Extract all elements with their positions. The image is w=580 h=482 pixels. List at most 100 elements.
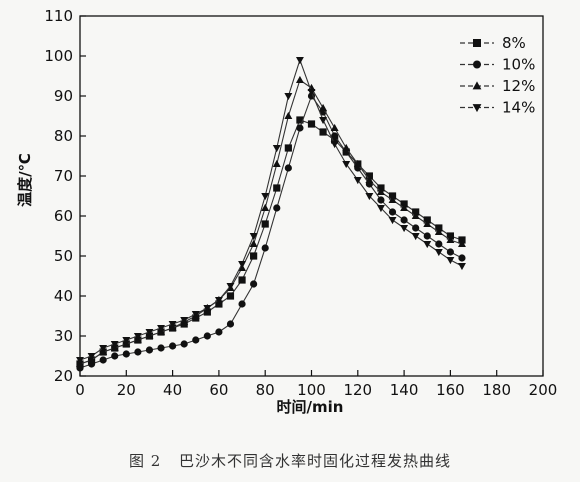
legend-label-3: 14% (502, 99, 535, 117)
series-1-point-8 (169, 342, 177, 350)
series-0-point-17 (273, 184, 281, 192)
series-0-point-13 (226, 292, 235, 300)
series-1-point-32 (446, 248, 454, 256)
series-3-point-33 (458, 262, 466, 271)
series-3-point-23 (342, 160, 351, 169)
series-1-point-30 (423, 232, 431, 240)
series-1-point-29 (412, 224, 420, 232)
series-1-point-11 (203, 332, 211, 340)
legend-marker-3 (472, 104, 482, 113)
series-2-point-16 (261, 203, 270, 212)
series-2-point-31 (434, 227, 443, 236)
figure-caption: 图 2 巴沙木不同含水率时固化过程发热曲线 (0, 450, 580, 471)
series-1-point-22 (331, 132, 339, 140)
series-1-point-13 (226, 320, 235, 328)
series-3-point-11 (203, 304, 212, 313)
x-tick-label-20: 20 (117, 381, 136, 399)
series-3-point-12 (214, 296, 223, 305)
x-tick-label-60: 60 (209, 381, 228, 399)
x-axis-title: 时间/min (277, 398, 344, 416)
series-1-point-26 (377, 196, 385, 204)
series-3-point-18 (284, 92, 293, 101)
legend-entry-2: 12% (460, 77, 535, 95)
series-0-point-16 (261, 220, 269, 228)
series-1-point-6 (145, 346, 154, 354)
series-0-point-20 (307, 120, 316, 128)
plot-frame (79, 15, 544, 377)
series-2-point-27 (388, 195, 397, 204)
series-line-2 (79, 79, 463, 365)
series-1-point-27 (388, 208, 397, 216)
series-3-point-15 (249, 232, 258, 241)
y-tick-label-20: 20 (54, 367, 73, 385)
series-3-point-27 (388, 216, 397, 225)
series-3-point-1 (87, 352, 96, 361)
series-3-point-0 (76, 356, 84, 365)
series-3-point-22 (330, 140, 339, 149)
series-3-point-6 (145, 328, 154, 337)
series-2-point-17 (272, 159, 281, 168)
series-line-0 (79, 119, 463, 365)
legend-marker-2 (472, 81, 482, 90)
series-3-point-19 (295, 56, 304, 65)
series-2-point-26 (376, 187, 385, 196)
series-3-point-32 (446, 256, 455, 265)
series-3-point-29 (411, 232, 420, 241)
series-2-point-21 (319, 103, 328, 112)
series-0-point-22 (331, 136, 339, 144)
series-3-point-7 (157, 324, 165, 333)
series-3-point-16 (261, 192, 270, 201)
series-2-point-15 (249, 239, 258, 248)
series-3-point-2 (99, 344, 108, 353)
series-1-point-15 (250, 280, 258, 288)
series-1-point-31 (435, 240, 443, 248)
series-1-point-18 (284, 164, 292, 172)
series-3-point-5 (133, 332, 142, 341)
series-0-point-19 (296, 116, 304, 124)
series-2-point-22 (330, 123, 339, 132)
series-line-1 (79, 94, 463, 369)
series-3-point-28 (400, 224, 409, 233)
x-tick-label-40: 40 (163, 381, 182, 399)
legend-label-1: 10% (502, 56, 535, 74)
series-3-point-17 (272, 144, 281, 153)
heat-release-chart: 0 20 40 60 80 100 120 140 160 180 2002030405060708… (16, 7, 557, 416)
x-tick-label-120: 120 (343, 381, 372, 399)
series-3-point-24 (353, 176, 362, 185)
series-line-3 (79, 58, 463, 361)
series-2-point-18 (284, 111, 293, 120)
figure-caption-text: 巴沙木不同含水率时固化过程发热曲线 (179, 452, 452, 470)
series-2-point-24 (353, 159, 362, 168)
series-1-point-10 (192, 336, 200, 344)
series-3-point-13 (226, 282, 235, 291)
series-0-point-15 (250, 252, 258, 260)
y-tick-label-60: 60 (54, 207, 73, 225)
series-3-point-9 (180, 316, 189, 325)
legend-entry-3: 14% (460, 99, 535, 117)
series-0 (76, 116, 466, 368)
series-2-point-19 (295, 75, 304, 84)
y-axis-title: 温度/℃ (16, 153, 34, 207)
series-3-point-31 (434, 248, 443, 257)
y-tick-label-50: 50 (54, 247, 73, 265)
series-3-point-26 (376, 204, 385, 213)
series-3-point-21 (319, 116, 328, 125)
series-2 (76, 75, 466, 368)
y-tick-label-100: 100 (44, 47, 73, 65)
series-2-point-25 (365, 175, 374, 184)
series-3-point-3 (110, 340, 119, 349)
series-1-point-14 (238, 300, 246, 308)
y-tick-label-80: 80 (54, 127, 73, 145)
x-tick-label-160: 160 (436, 381, 465, 399)
series-2-point-23 (342, 143, 351, 152)
series-0-point-14 (238, 276, 246, 284)
legend-entry-1: 10% (460, 56, 535, 74)
legend-label-2: 12% (502, 77, 535, 95)
series-3-point-20 (307, 88, 316, 97)
x-tick-label-140: 140 (390, 381, 419, 399)
series-3-point-30 (423, 240, 432, 249)
legend-marker-1 (473, 60, 481, 69)
y-tick-label-110: 110 (44, 7, 73, 25)
figure-caption-label: 图 2 (128, 452, 162, 470)
